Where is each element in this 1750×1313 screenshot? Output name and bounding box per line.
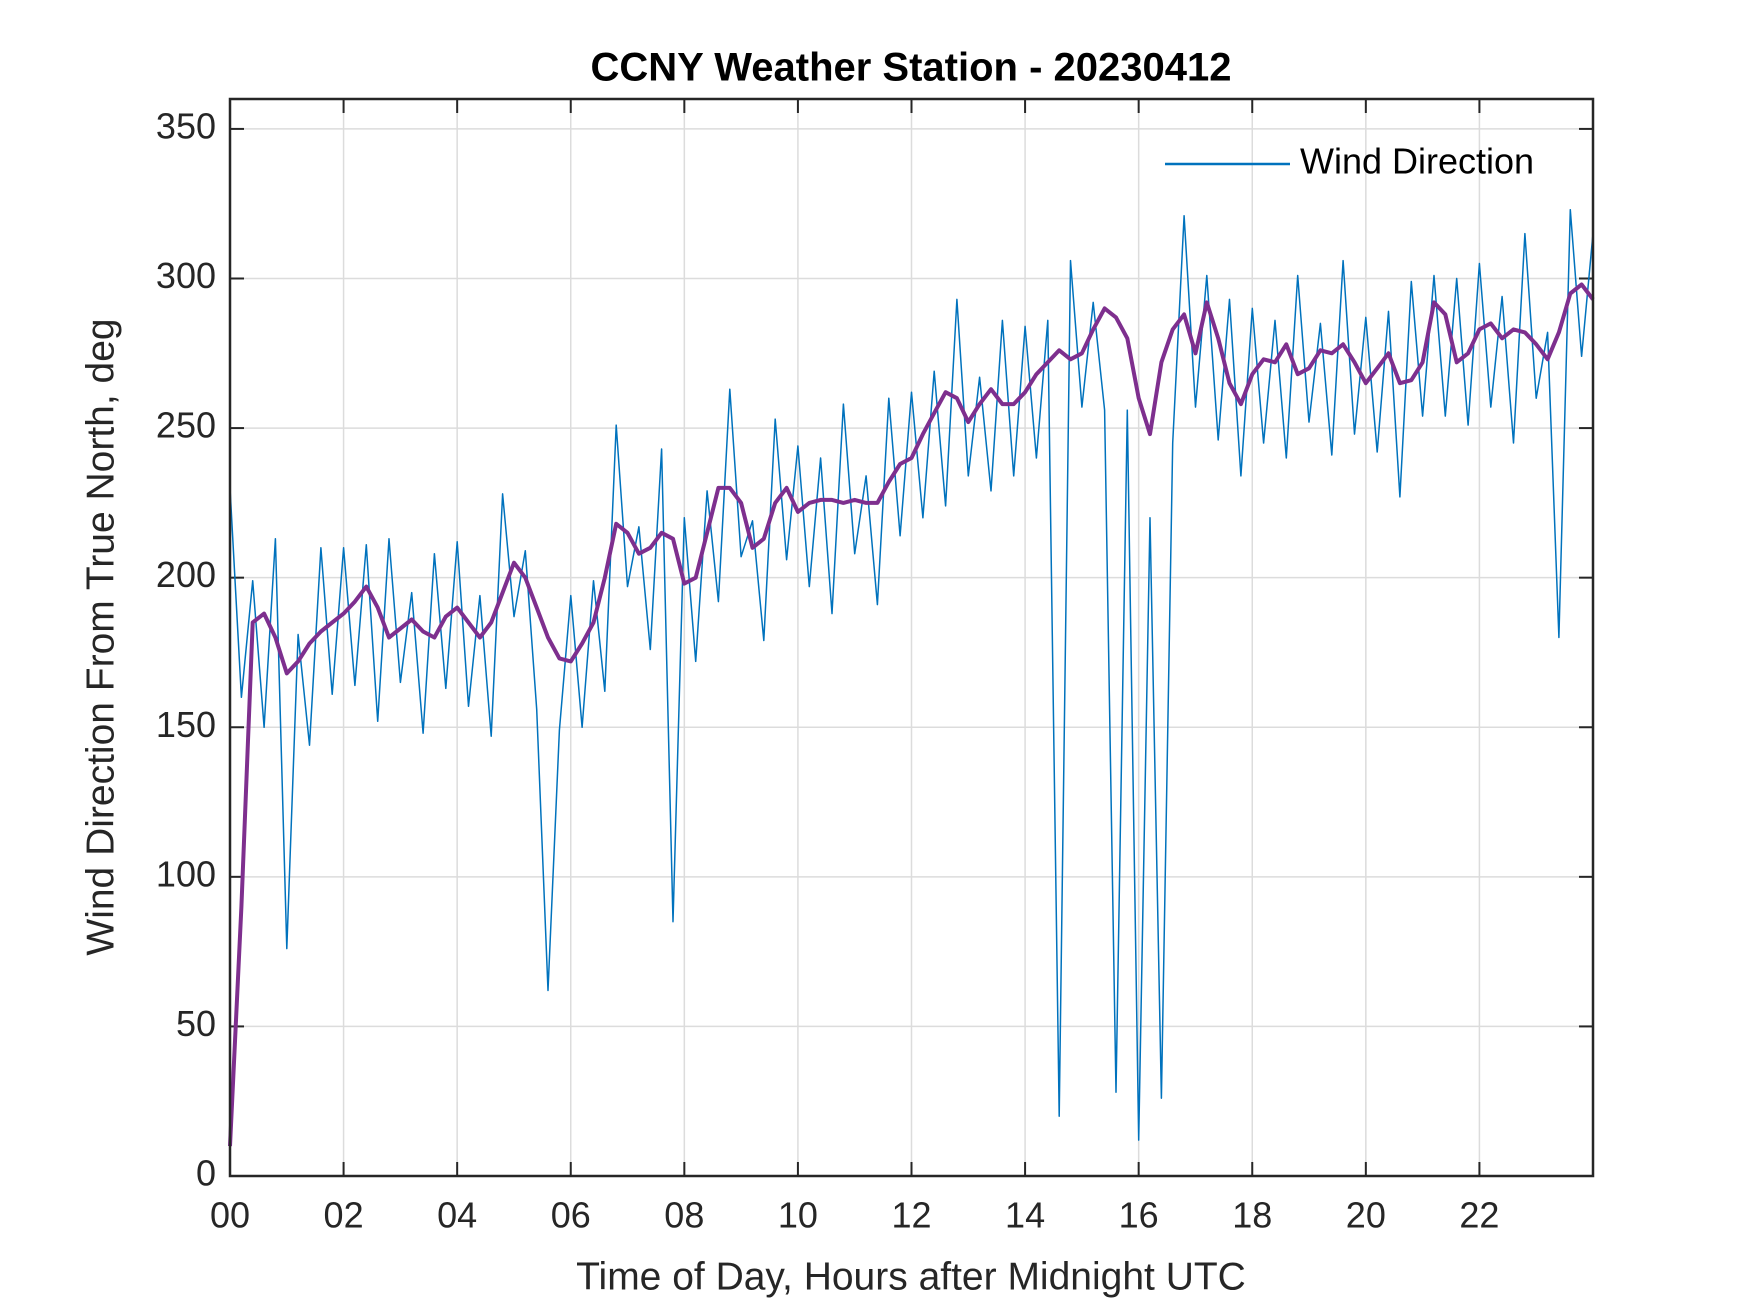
y-axis-label: Wind Direction From True North, deg: [79, 318, 122, 955]
axes-box: [228, 97, 1595, 1178]
y-tick-label: 350: [156, 105, 216, 146]
y-tick-label: 100: [156, 853, 216, 894]
y-tick-label: 200: [156, 554, 216, 595]
y-tick-label: 250: [156, 405, 216, 446]
x-tick-label: 08: [664, 1195, 704, 1236]
x-tick-label: 00: [210, 1195, 250, 1236]
x-tick-label: 04: [437, 1195, 477, 1236]
x-tick-label: 02: [324, 1195, 364, 1236]
x-tick-label: 20: [1346, 1195, 1386, 1236]
x-tick-label: 22: [1459, 1195, 1499, 1236]
x-tick-label: 14: [1005, 1195, 1045, 1236]
x-tick-label: 06: [551, 1195, 591, 1236]
data-line: [229, 208, 1594, 1141]
chart-title: CCNY Weather Station - 20230412: [591, 46, 1232, 90]
y-tick-label: 50: [176, 1003, 216, 1044]
x-tick-label: 10: [778, 1195, 818, 1236]
y-tick-label: 150: [156, 704, 216, 745]
x-tick-label: 16: [1119, 1195, 1159, 1236]
data-line: [228, 282, 1595, 1147]
x-axis-label: Time of Day, Hours after Midnight UTC: [576, 1255, 1246, 1298]
x-tick-label: 18: [1232, 1195, 1272, 1236]
x-tick-label: 12: [891, 1195, 931, 1236]
legend-label: Wind Direction: [1300, 141, 1534, 182]
y-tick-label: 300: [156, 255, 216, 296]
y-tick-label: 0: [196, 1153, 216, 1194]
